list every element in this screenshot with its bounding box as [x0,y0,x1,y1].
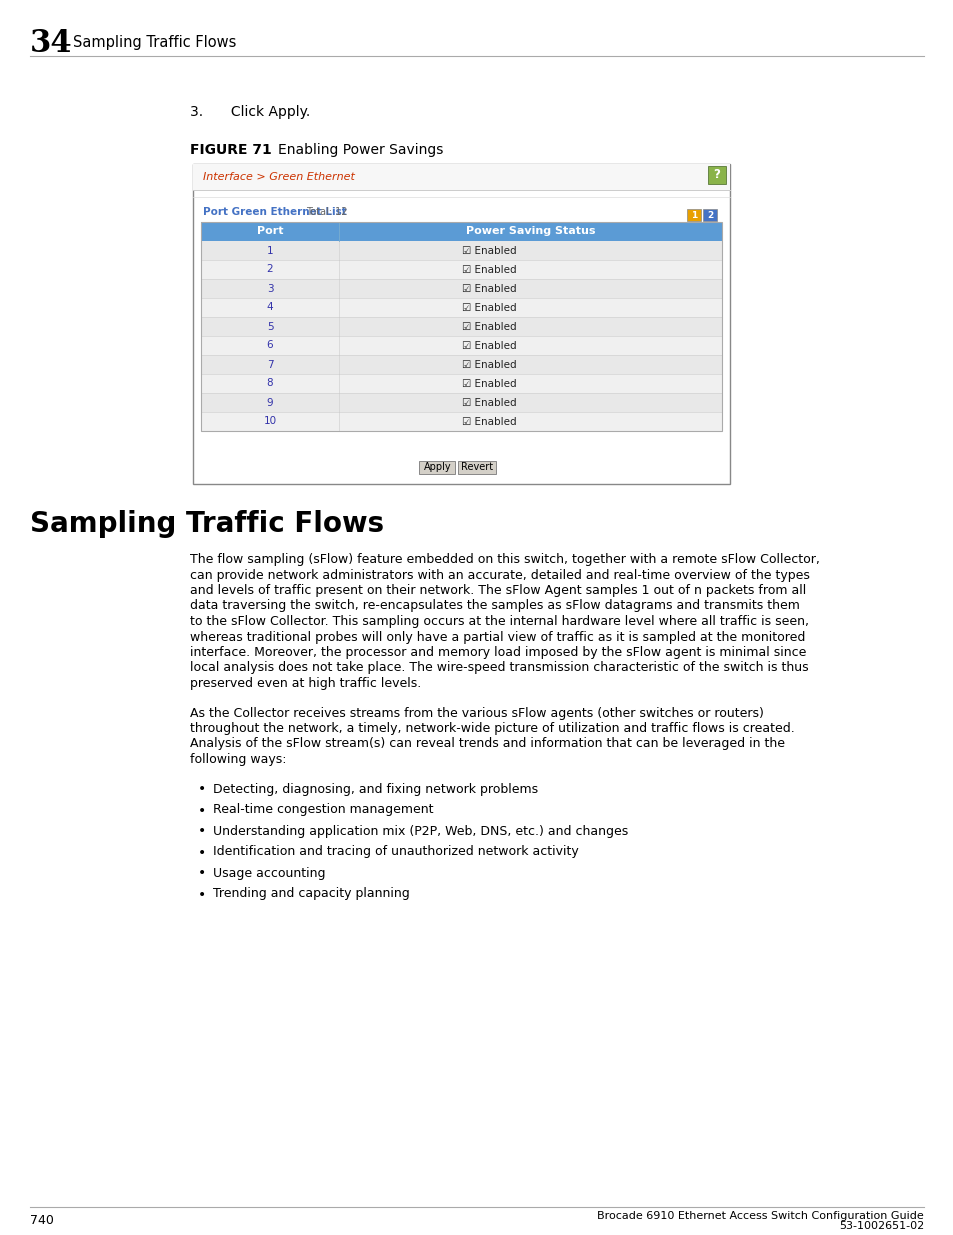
Bar [201,336,721,354]
Text: ☑ Enabled: ☑ Enabled [461,246,516,256]
Text: to the sFlow Collector. This sampling occurs at the internal hardware level wher: to the sFlow Collector. This sampling oc… [190,615,808,629]
Text: ☑ Enabled: ☑ Enabled [461,359,516,369]
Bar [201,222,721,241]
Text: Detecting, diagnosing, and fixing network problems: Detecting, diagnosing, and fixing networ… [213,783,537,795]
Text: interface. Moreover, the processor and memory load imposed by the sFlow agent is: interface. Moreover, the processor and m… [190,646,805,659]
Text: 34: 34 [30,27,72,58]
Text: Apply: Apply [423,462,451,472]
Text: 1: 1 [267,246,274,256]
Bar [201,279,721,298]
Text: 10: 10 [263,416,276,426]
Text: Enabling Power Savings: Enabling Power Savings [277,143,443,157]
Bar [193,164,729,484]
Text: ☑ Enabled: ☑ Enabled [461,303,516,312]
Text: 2: 2 [267,264,274,274]
Text: Brocade 6910 Ethernet Access Switch Configuration Guide: Brocade 6910 Ethernet Access Switch Conf… [597,1212,923,1221]
Bar [201,412,721,431]
Text: •: • [198,867,206,881]
Bar [201,222,721,431]
Text: 5: 5 [267,321,274,331]
Text: 53-1002651-02: 53-1002651-02 [838,1221,923,1231]
Text: ☑ Enabled: ☑ Enabled [461,264,516,274]
Text: local analysis does not take place. The wire-speed transmission characteristic o: local analysis does not take place. The … [190,662,808,674]
Text: Identification and tracing of unauthorized network activity: Identification and tracing of unauthoriz… [213,846,578,858]
Text: Total: 12: Total: 12 [306,207,347,217]
Text: 7: 7 [267,359,274,369]
Text: 1: 1 [690,210,697,220]
Text: FIGURE 71: FIGURE 71 [190,143,272,157]
Bar [707,165,725,184]
Bar [201,317,721,336]
Text: Trending and capacity planning: Trending and capacity planning [213,888,410,900]
Text: and levels of traffic present on their network. The sFlow Agent samples 1 out of: and levels of traffic present on their n… [190,584,805,597]
Bar [201,354,721,374]
Text: •: • [198,888,206,902]
Text: Revert: Revert [461,462,493,472]
Text: data traversing the switch, re-encapsulates the samples as sFlow datagrams and t: data traversing the switch, re-encapsula… [190,599,799,613]
Text: Real-time congestion management: Real-time congestion management [213,804,433,816]
Text: Port: Port [256,226,283,236]
Text: ☑ Enabled: ☑ Enabled [461,378,516,389]
Text: As the Collector receives streams from the various sFlow agents (other switches : As the Collector receives streams from t… [190,706,763,720]
Text: Power Saving Status: Power Saving Status [465,226,595,236]
Text: Usage accounting: Usage accounting [213,867,325,879]
Text: preserved even at high traffic levels.: preserved even at high traffic levels. [190,677,421,690]
Text: 8: 8 [267,378,274,389]
Text: Interface > Green Ethernet: Interface > Green Ethernet [203,172,355,182]
Text: •: • [198,846,206,860]
Text: can provide network administrators with an accurate, detailed and real-time over: can provide network administrators with … [190,568,809,582]
Text: ☑ Enabled: ☑ Enabled [461,416,516,426]
Text: 4: 4 [267,303,274,312]
Text: 6: 6 [267,341,274,351]
Text: ?: ? [713,168,720,182]
Text: throughout the network, a timely, network-wide picture of utilization and traffi: throughout the network, a timely, networ… [190,722,794,735]
Text: ☑ Enabled: ☑ Enabled [461,321,516,331]
Text: Analysis of the sFlow stream(s) can reveal trends and information that can be le: Analysis of the sFlow stream(s) can reve… [190,737,784,751]
Bar [458,461,496,474]
Bar [686,209,700,221]
Text: Sampling Traffic Flows: Sampling Traffic Flows [73,36,236,51]
Bar [702,209,717,221]
Text: Understanding application mix (P2P, Web, DNS, etc.) and changes: Understanding application mix (P2P, Web,… [213,825,628,837]
Text: following ways:: following ways: [190,753,286,766]
Text: 2: 2 [706,210,713,220]
Text: •: • [198,825,206,839]
Text: 740: 740 [30,1214,53,1226]
Bar [201,241,721,261]
Text: ☑ Enabled: ☑ Enabled [461,284,516,294]
Text: ☑ Enabled: ☑ Enabled [461,341,516,351]
Text: •: • [198,783,206,797]
Text: Port Green Ethernet List: Port Green Ethernet List [203,207,346,217]
Text: ☑ Enabled: ☑ Enabled [461,398,516,408]
Bar [201,298,721,317]
Text: 9: 9 [267,398,274,408]
Bar [419,461,455,474]
Text: 3.  Click Apply.: 3. Click Apply. [190,105,310,119]
Text: •: • [198,804,206,818]
Text: 3: 3 [267,284,274,294]
Bar [201,393,721,412]
Text: Sampling Traffic Flows: Sampling Traffic Flows [30,510,384,538]
Text: The flow sampling (sFlow) feature embedded on this switch, together with a remot: The flow sampling (sFlow) feature embedd… [190,553,819,566]
Text: whereas traditional probes will only have a partial view of traffic as it is sam: whereas traditional probes will only hav… [190,631,804,643]
Bar [193,164,729,190]
Bar [201,261,721,279]
Bar [201,374,721,393]
